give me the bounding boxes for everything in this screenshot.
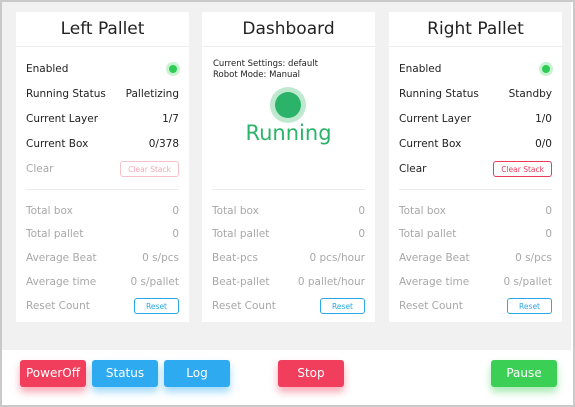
right-average-beat-value: 0 s/pcs [515,252,552,264]
right-clear-label: Clear [399,163,427,175]
right-current-layer-value: 1/0 [535,113,552,125]
left-reset-count-row: Reset Count Reset [26,297,179,315]
right-average-time-row: Average time 0 s/pallet [399,273,552,291]
right-reset-count-label: Reset Count [399,300,463,312]
running-state-text: Running [245,121,332,145]
right-clear-row: Clear Clear Stack [399,160,552,178]
left-total-box-value: 0 [172,205,179,217]
right-current-layer-label: Current Layer [399,113,472,125]
left-clear-stack-button[interactable]: Clear Stack [120,161,179,177]
dashboard-panel: Dashboard Current Settings: default Robo… [202,12,375,322]
status-button[interactable]: Status [92,360,158,387]
dash-total-box-label: Total box [212,205,259,217]
left-enabled-label: Enabled [26,63,69,75]
left-average-beat-label: Average Beat [26,252,97,264]
dash-total-pallet-value: 0 [358,228,365,240]
left-pallet-title: Left Pallet [16,12,189,47]
dash-reset-button[interactable]: Reset [320,298,365,314]
robot-mode-text: Robot Mode: Manual [213,70,300,80]
dash-beat-pcs-value: 0 pcs/hour [309,252,365,264]
stop-button[interactable]: Stop [278,360,344,387]
left-clear-row: Clear Clear Stack [26,160,179,178]
left-clear-label: Clear [26,163,54,175]
log-button[interactable]: Log [164,360,230,387]
right-current-box-row: Current Box 0/0 [399,135,552,153]
left-total-box-row: Total box 0 [26,202,179,220]
main-area: Left Pallet Enabled Running Status Palle… [2,2,571,350]
dash-reset-count-label: Reset Count [212,300,276,312]
dash-beat-pcs-label: Beat-pcs [212,252,258,264]
dash-beat-pallet-label: Beat-pallet [212,276,270,288]
left-divider [26,189,179,190]
right-running-status-label: Running Status [399,88,479,100]
right-current-box-label: Current Box [399,138,462,150]
right-total-box-row: Total box 0 [399,202,552,220]
poweroff-button[interactable]: PowerOff [20,360,86,387]
right-average-time-value: 0 s/pallet [503,276,552,288]
left-enabled-row: Enabled [26,60,179,78]
right-total-box-label: Total box [399,205,446,217]
left-running-status-label: Running Status [26,88,106,100]
left-current-box-row: Current Box 0/378 [26,135,179,153]
right-average-beat-row: Average Beat 0 s/pcs [399,249,552,267]
left-total-box-label: Total box [26,205,73,217]
right-total-pallet-row: Total pallet 0 [399,225,552,243]
dashboard-divider [212,189,365,190]
right-enabled-label: Enabled [399,63,442,75]
left-average-time-value: 0 s/pallet [130,276,179,288]
left-average-time-label: Average time [26,276,97,288]
left-total-pallet-label: Total pallet [26,228,84,240]
dashboard-title: Dashboard [202,12,375,47]
dash-total-pallet-label: Total pallet [212,228,270,240]
right-running-status-row: Running Status Standby [399,85,552,103]
left-average-time-row: Average time 0 s/pallet [26,273,179,291]
right-current-layer-row: Current Layer 1/0 [399,110,552,128]
right-total-box-value: 0 [545,205,552,217]
right-total-pallet-value: 0 [545,228,552,240]
right-reset-button[interactable]: Reset [507,298,552,314]
right-enabled-indicator-icon [542,65,550,73]
left-reset-button[interactable]: Reset [134,298,179,314]
left-pallet-panel: Left Pallet Enabled Running Status Palle… [16,12,189,322]
right-reset-count-row: Reset Count Reset [399,297,552,315]
left-running-status-value: Palletizing [125,88,179,100]
pause-button[interactable]: Pause [491,360,557,387]
dash-beat-pallet-value: 0 pallet/hour [297,276,365,288]
right-clear-stack-button[interactable]: Clear Stack [493,161,552,177]
left-total-pallet-row: Total pallet 0 [26,225,179,243]
left-reset-count-label: Reset Count [26,300,90,312]
dash-total-box-value: 0 [358,205,365,217]
left-total-pallet-value: 0 [172,228,179,240]
left-average-beat-row: Average Beat 0 s/pcs [26,249,179,267]
left-average-beat-value: 0 s/pcs [142,252,179,264]
left-current-layer-row: Current Layer 1/7 [26,110,179,128]
right-pallet-title: Right Pallet [389,12,562,47]
right-current-box-value: 0/0 [535,138,552,150]
left-current-layer-value: 1/7 [162,113,179,125]
left-current-layer-label: Current Layer [26,113,99,125]
left-current-box-value: 0/378 [148,138,179,150]
dash-beat-pallet-row: Beat-pallet 0 pallet/hour [212,273,365,291]
right-average-time-label: Average time [399,276,470,288]
dash-beat-pcs-row: Beat-pcs 0 pcs/hour [212,249,365,267]
right-running-status-value: Standby [508,88,552,100]
dash-total-box-row: Total box 0 [212,202,365,220]
dash-total-pallet-row: Total pallet 0 [212,225,365,243]
right-enabled-row: Enabled [399,60,552,78]
right-total-pallet-label: Total pallet [399,228,457,240]
left-running-status-row: Running Status Palletizing [26,85,179,103]
current-settings-text: Current Settings: default [213,59,318,69]
running-indicator-icon [275,92,301,118]
left-current-box-label: Current Box [26,138,89,150]
dash-reset-count-row: Reset Count Reset [212,297,365,315]
right-average-beat-label: Average Beat [399,252,470,264]
left-enabled-indicator-icon [169,65,177,73]
right-pallet-panel: Right Pallet Enabled Running Status Stan… [389,12,562,322]
right-divider [399,189,552,190]
